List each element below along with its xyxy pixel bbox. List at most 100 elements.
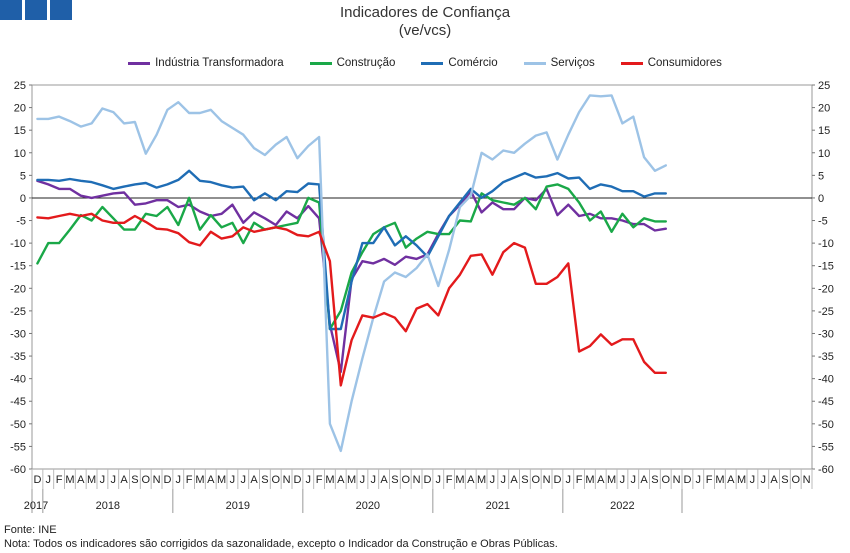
legend-swatch-servicos — [523, 61, 546, 65]
x-month-label: N — [413, 474, 421, 486]
series-line-construcao — [36, 183, 667, 331]
y-tick-label-left: -45 — [10, 396, 26, 408]
x-month-label: J — [490, 474, 496, 486]
x-month-label: N — [673, 474, 681, 486]
series-line-consumidores — [36, 212, 667, 387]
y-tick-label-left: 5 — [20, 170, 26, 182]
x-month-label: D — [163, 474, 171, 486]
x-month-label: J — [750, 474, 756, 486]
x-month-label: J — [360, 474, 366, 486]
x-month-label: S — [261, 474, 268, 486]
y-tick-label-right: -50 — [818, 419, 834, 431]
y-tick-label-right: 15 — [818, 125, 830, 137]
y-tick-label-left: -35 — [10, 351, 26, 363]
x-month-label: A — [727, 474, 735, 486]
y-tick-label-left: -55 — [10, 441, 26, 453]
x-year-label: 2018 — [96, 500, 120, 512]
footnote: Nota: Todos os indicadores são corrigido… — [4, 538, 558, 550]
legend-label-construcao: Construção — [336, 57, 396, 69]
legend-swatch-industria — [128, 61, 151, 65]
x-month-label: A — [770, 474, 778, 486]
x-month-label: A — [597, 474, 605, 486]
y-tick-label-right: -60 — [818, 464, 834, 476]
x-year-label: 2022 — [610, 500, 634, 512]
y-tick-label-left: 10 — [14, 148, 26, 160]
x-month-label: F — [316, 474, 323, 486]
x-month-label: S — [391, 474, 398, 486]
x-month-label: M — [477, 474, 486, 486]
y-tick-label-right: 25 — [818, 80, 830, 92]
legend-item-comercio: Comércio — [421, 57, 498, 69]
x-month-label: M — [455, 474, 464, 486]
x-month-label: N — [283, 474, 291, 486]
y-tick-label-left: 25 — [14, 80, 26, 92]
legend-label-comercio: Comércio — [448, 57, 498, 69]
x-month-label: M — [87, 474, 96, 486]
series-line-comercio — [36, 169, 667, 331]
x-month-label: A — [467, 474, 475, 486]
x-month-label: J — [566, 474, 572, 486]
x-month-label: F — [56, 474, 63, 486]
x-month-label: O — [141, 474, 150, 486]
source-note: Fonte: INE — [4, 524, 57, 536]
x-month-label: M — [325, 474, 334, 486]
x-month-label: J — [306, 474, 312, 486]
y-tick-label-right: -35 — [818, 351, 834, 363]
x-month-label: J — [761, 474, 767, 486]
legend-item-industria: Indústria Transformadora — [128, 57, 284, 69]
series-line-servicos — [36, 94, 667, 453]
x-year-label: 2020 — [356, 500, 380, 512]
legend-label-servicos: Serviços — [550, 57, 595, 69]
ine-logo — [0, 0, 72, 20]
x-month-label: J — [631, 474, 637, 486]
x-year-label: 2017 — [24, 500, 48, 512]
y-tick-label-left: 0 — [20, 193, 26, 205]
x-month-label: N — [543, 474, 551, 486]
x-month-label: S — [781, 474, 788, 486]
x-month-label: J — [696, 474, 702, 486]
x-month-label: M — [715, 474, 724, 486]
x-month-label: J — [436, 474, 442, 486]
y-tick-label-right: -10 — [818, 238, 834, 250]
x-year-label: 2019 — [226, 500, 250, 512]
x-month-label: S — [521, 474, 528, 486]
x-month-label: J — [111, 474, 117, 486]
legend-label-industria: Indústria Transformadora — [155, 57, 284, 69]
x-month-label: J — [230, 474, 236, 486]
legend-item-construcao: Construção — [309, 57, 396, 69]
legend-swatch-construcao — [309, 61, 332, 65]
x-month-label: A — [337, 474, 345, 486]
legend-item-consumidores: Consumidores — [620, 57, 722, 69]
legend-item-servicos: Serviços — [523, 57, 595, 69]
x-month-label: A — [120, 474, 128, 486]
x-month-label: S — [651, 474, 658, 486]
x-month-label: A — [77, 474, 85, 486]
x-month-label: M — [195, 474, 204, 486]
y-tick-label-right: -30 — [818, 328, 834, 340]
x-month-label: O — [791, 474, 800, 486]
chart-legend: Indústria Transformadora Construção Comé… — [0, 57, 850, 69]
y-tick-label-left: -5 — [16, 216, 26, 228]
x-month-label: M — [347, 474, 356, 486]
x-month-label: M — [65, 474, 74, 486]
x-month-label: F — [576, 474, 583, 486]
x-month-label: F — [446, 474, 453, 486]
y-tick-label-right: 10 — [818, 148, 830, 160]
y-tick-label-right: -55 — [818, 441, 834, 453]
x-month-label: J — [176, 474, 182, 486]
x-month-label: J — [46, 474, 52, 486]
chart-subtitle: (ve/vcs) — [398, 22, 452, 39]
y-tick-label-left: 15 — [14, 125, 26, 137]
x-month-label: O — [661, 474, 670, 486]
y-tick-label-left: -20 — [10, 283, 26, 295]
x-month-label: A — [380, 474, 388, 486]
x-month-label: O — [531, 474, 540, 486]
y-tick-label-right: -5 — [818, 216, 828, 228]
x-month-label: M — [607, 474, 616, 486]
x-month-label: J — [371, 474, 377, 486]
y-tick-label-left: -60 — [10, 464, 26, 476]
x-month-label: D — [33, 474, 41, 486]
legend-swatch-comercio — [421, 61, 444, 65]
chart-title: Indicadores de Confiança — [339, 4, 511, 21]
